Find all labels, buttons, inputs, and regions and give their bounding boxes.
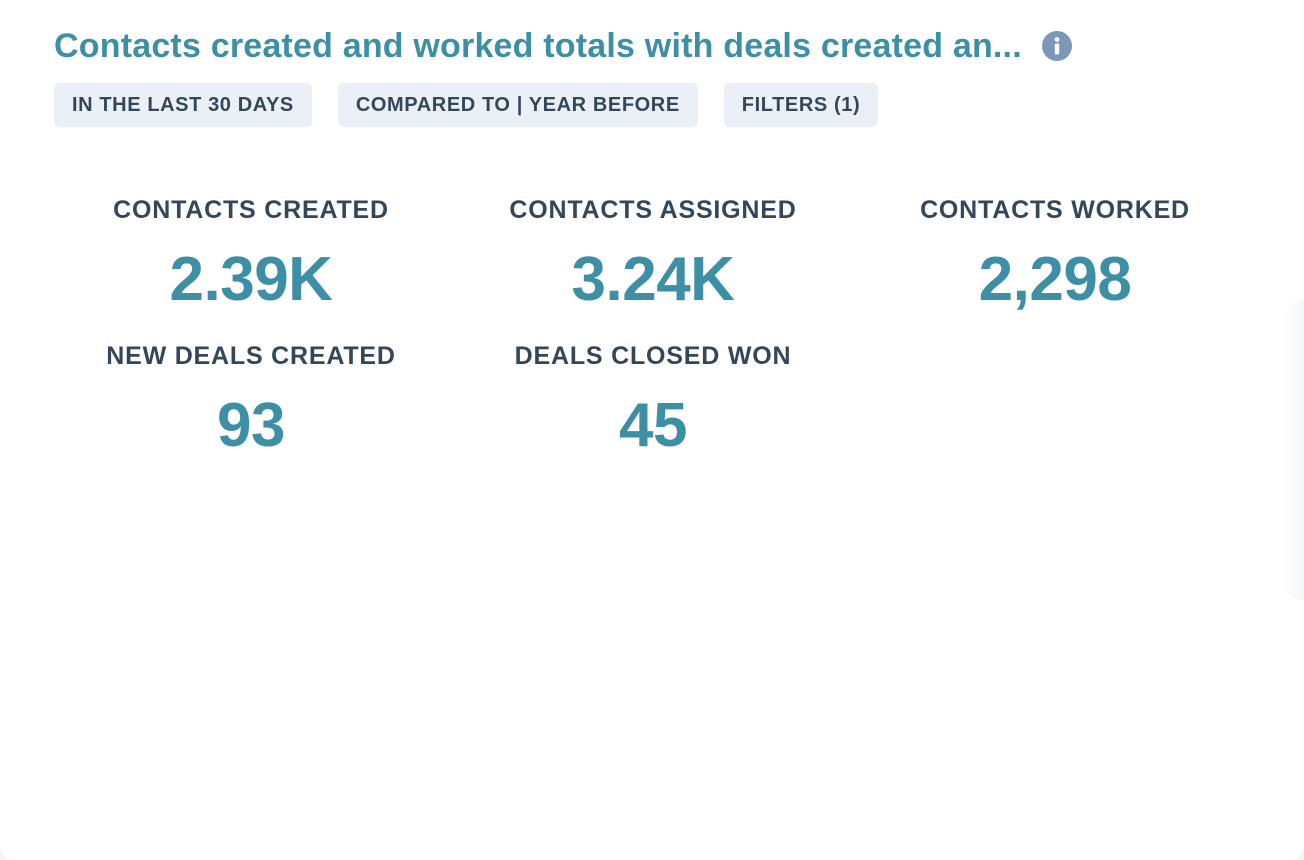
- kpi-label: CONTACTS ASSIGNED: [509, 196, 797, 224]
- kpi-value: 3.24K: [571, 245, 735, 314]
- kpi-value: 2,298: [978, 245, 1132, 314]
- kpi-contacts-created: CONTACTS CREATED 2.39K: [61, 195, 441, 315]
- kpi-value: 2.39K: [169, 245, 333, 314]
- kpi-deals-closed-won: DEALS CLOSED WON 45: [463, 341, 843, 461]
- report-chips: IN THE LAST 30 DAYS COMPARED TO | YEAR B…: [54, 83, 879, 127]
- filters-chip[interactable]: FILTERS (1): [723, 83, 879, 127]
- info-icon[interactable]: [1041, 31, 1072, 61]
- card-edge-shadow: [1282, 300, 1304, 600]
- kpi-new-deals-created: NEW DEALS CREATED 93: [61, 341, 441, 461]
- date-range-chip[interactable]: IN THE LAST 30 DAYS: [54, 83, 312, 127]
- kpi-value: 45: [619, 391, 687, 460]
- kpi-contacts-worked: CONTACTS WORKED 2,298: [865, 195, 1245, 315]
- report-header: Contacts created and worked totals with …: [54, 24, 1072, 68]
- report-title[interactable]: Contacts created and worked totals with …: [54, 26, 1022, 65]
- kpi-label: DEALS CLOSED WON: [514, 342, 792, 370]
- kpi-label: CONTACTS CREATED: [113, 196, 389, 224]
- kpi-label: CONTACTS WORKED: [920, 196, 1190, 224]
- kpi-label: NEW DEALS CREATED: [106, 342, 396, 370]
- kpi-contacts-assigned: CONTACTS ASSIGNED 3.24K: [463, 195, 843, 315]
- compare-chip[interactable]: COMPARED TO | YEAR BEFORE: [337, 83, 698, 127]
- kpi-value: 93: [217, 391, 285, 460]
